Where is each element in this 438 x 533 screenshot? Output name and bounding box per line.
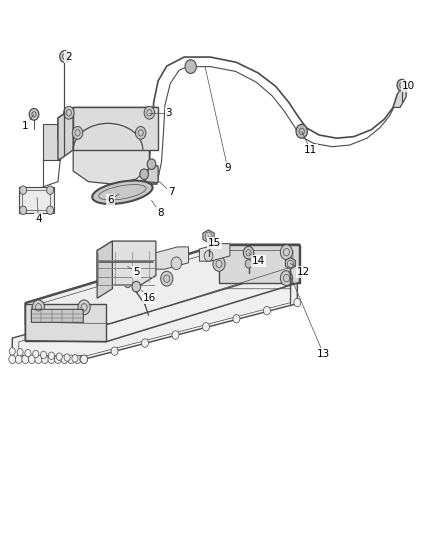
Polygon shape — [145, 166, 158, 183]
Circle shape — [72, 126, 83, 139]
Text: 13: 13 — [317, 349, 330, 359]
Circle shape — [213, 256, 225, 271]
Text: 3: 3 — [166, 108, 172, 118]
Circle shape — [64, 354, 70, 361]
Circle shape — [41, 351, 47, 359]
Circle shape — [29, 109, 39, 120]
Circle shape — [280, 245, 293, 260]
Polygon shape — [73, 150, 149, 184]
Circle shape — [47, 206, 53, 215]
Circle shape — [296, 124, 307, 138]
Polygon shape — [25, 245, 300, 325]
Text: 6: 6 — [107, 195, 113, 205]
Polygon shape — [110, 256, 145, 278]
Circle shape — [17, 349, 23, 356]
Polygon shape — [199, 244, 230, 261]
Polygon shape — [393, 86, 406, 108]
Circle shape — [60, 51, 69, 62]
Circle shape — [397, 79, 406, 91]
Circle shape — [81, 355, 88, 364]
Polygon shape — [286, 257, 295, 269]
Circle shape — [48, 355, 55, 364]
Circle shape — [132, 281, 141, 292]
Polygon shape — [19, 187, 53, 214]
Polygon shape — [203, 230, 214, 243]
Circle shape — [111, 347, 118, 356]
Circle shape — [78, 300, 90, 315]
Circle shape — [244, 246, 254, 259]
Circle shape — [35, 355, 42, 364]
Bar — [31, 310, 83, 321]
Polygon shape — [97, 241, 156, 285]
Text: 7: 7 — [168, 187, 174, 197]
Circle shape — [202, 322, 209, 331]
Circle shape — [81, 355, 88, 364]
Polygon shape — [219, 245, 300, 284]
Circle shape — [171, 257, 182, 270]
Circle shape — [32, 300, 45, 315]
Polygon shape — [73, 108, 158, 150]
Circle shape — [172, 331, 179, 339]
Circle shape — [74, 355, 81, 364]
Circle shape — [185, 60, 196, 74]
Circle shape — [161, 271, 173, 286]
Circle shape — [61, 355, 68, 364]
Circle shape — [22, 355, 29, 364]
Polygon shape — [154, 247, 188, 269]
Text: 2: 2 — [66, 52, 72, 62]
Circle shape — [47, 186, 53, 195]
Circle shape — [54, 355, 61, 364]
Circle shape — [141, 339, 148, 348]
Circle shape — [80, 356, 86, 363]
Circle shape — [64, 107, 74, 119]
Polygon shape — [58, 108, 158, 139]
Circle shape — [263, 306, 270, 315]
Circle shape — [294, 298, 301, 307]
Text: 4: 4 — [35, 214, 42, 224]
Circle shape — [9, 348, 15, 355]
Text: 11: 11 — [304, 145, 317, 155]
Circle shape — [42, 355, 48, 364]
Text: 8: 8 — [157, 208, 163, 219]
Ellipse shape — [92, 181, 152, 204]
Text: 15: 15 — [208, 238, 221, 248]
Circle shape — [20, 206, 27, 215]
Text: 5: 5 — [133, 267, 140, 277]
Text: 12: 12 — [297, 267, 311, 277]
Circle shape — [280, 271, 293, 286]
Polygon shape — [43, 124, 60, 160]
Text: 16: 16 — [143, 293, 156, 303]
Polygon shape — [97, 241, 113, 298]
Circle shape — [135, 126, 146, 139]
Circle shape — [15, 355, 22, 364]
Polygon shape — [12, 282, 297, 359]
Circle shape — [126, 265, 139, 281]
Circle shape — [245, 260, 252, 268]
Text: 14: 14 — [251, 256, 265, 266]
Circle shape — [124, 279, 131, 288]
Polygon shape — [25, 304, 106, 341]
Circle shape — [72, 354, 78, 362]
Circle shape — [9, 355, 16, 364]
Circle shape — [147, 159, 156, 169]
Text: 10: 10 — [402, 81, 415, 91]
Circle shape — [67, 355, 74, 364]
Circle shape — [25, 350, 31, 357]
Circle shape — [144, 107, 155, 119]
Circle shape — [20, 186, 27, 195]
Text: 9: 9 — [224, 164, 231, 173]
Circle shape — [33, 350, 39, 358]
Circle shape — [28, 355, 35, 364]
Circle shape — [56, 353, 62, 360]
Circle shape — [233, 314, 240, 323]
Circle shape — [48, 352, 54, 359]
Polygon shape — [58, 108, 73, 160]
Circle shape — [140, 169, 148, 180]
Circle shape — [204, 251, 213, 261]
Text: 1: 1 — [22, 121, 28, 131]
